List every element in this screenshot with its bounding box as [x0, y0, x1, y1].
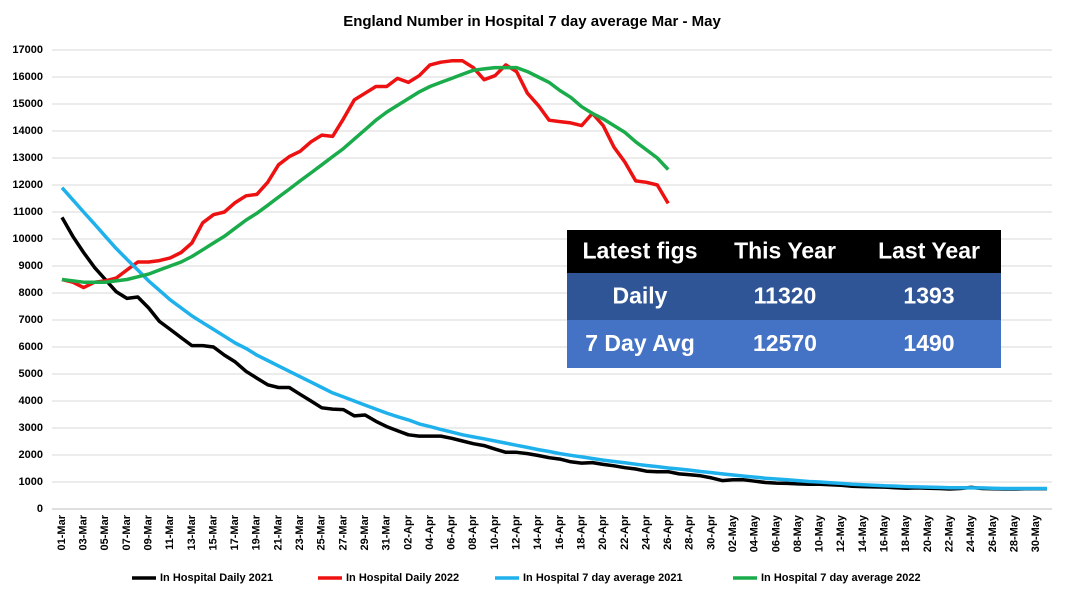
- x-tick-label: 14-Apr: [532, 514, 544, 550]
- y-tick-label: 13000: [12, 152, 43, 164]
- table-cell: 7 Day Avg: [585, 330, 695, 356]
- y-tick-label: 5000: [19, 368, 43, 380]
- x-tick-label: 10-May: [814, 514, 826, 552]
- x-tick-label: 28-Apr: [684, 514, 696, 550]
- x-tick-label: 05-Mar: [99, 514, 111, 550]
- x-tick-label: 12-Apr: [511, 514, 523, 550]
- legend-label: In Hospital 7 day average 2022: [761, 572, 921, 584]
- table-row: [567, 273, 1001, 320]
- x-tick-label: 04-Apr: [424, 514, 436, 550]
- y-tick-label: 0: [37, 503, 43, 515]
- table-cell: 12570: [753, 330, 817, 356]
- x-tick-label: 16-May: [879, 514, 891, 552]
- x-tick-label: 29-Mar: [359, 514, 371, 550]
- y-tick-label: 1000: [19, 476, 43, 488]
- y-tick-label: 14000: [12, 125, 43, 137]
- x-tick-label: 18-Apr: [575, 514, 587, 550]
- table-cell: 11320: [754, 283, 817, 309]
- x-tick-label: 28-May: [1008, 514, 1020, 552]
- x-tick-label: 01-Mar: [56, 514, 68, 550]
- x-tick-label: 08-May: [792, 514, 804, 552]
- x-tick-label: 09-Mar: [142, 514, 154, 550]
- y-tick-label: 10000: [12, 233, 43, 245]
- x-tick-label: 03-Mar: [78, 514, 90, 550]
- x-tick-label: 23-Mar: [294, 514, 306, 550]
- x-tick-label: 04-May: [749, 514, 761, 552]
- table-row: [567, 320, 1001, 368]
- x-tick-label: 15-Mar: [207, 514, 219, 550]
- x-tick-label: 12-May: [835, 514, 847, 552]
- y-tick-label: 3000: [19, 422, 43, 434]
- table-cell: 1490: [903, 330, 954, 356]
- x-tick-label: 20-Apr: [597, 514, 609, 550]
- x-tick-label: 02-May: [727, 514, 739, 552]
- series-line: [61, 65, 670, 284]
- table-cell: This Year: [734, 238, 836, 264]
- x-tick-label: 06-May: [770, 514, 782, 552]
- x-tick-label: 14-May: [857, 514, 869, 552]
- chart-title: England Number in Hospital 7 day average…: [343, 13, 721, 30]
- x-tick-label: 24-Apr: [640, 514, 652, 550]
- y-tick-label: 15000: [12, 98, 43, 110]
- x-tick-label: 24-May: [965, 514, 977, 552]
- x-tick-label: 21-Mar: [272, 514, 284, 550]
- x-tick-label: 25-Mar: [316, 514, 328, 550]
- x-tick-label: 20-May: [922, 514, 934, 552]
- x-tick-label: 13-Mar: [186, 514, 198, 550]
- y-tick-label: 16000: [12, 71, 43, 83]
- table-cell: Last Year: [878, 238, 980, 264]
- table-header: [567, 230, 1001, 273]
- y-tick-label: 11000: [13, 206, 43, 218]
- x-tick-label: 30-May: [1030, 514, 1042, 552]
- table-cell: Latest figs: [582, 238, 697, 264]
- y-tick-label: 17000: [12, 44, 43, 56]
- x-tick-label: 26-Apr: [662, 514, 674, 550]
- legend-label: In Hospital Daily 2021: [160, 572, 273, 584]
- x-tick-label: 11-Mar: [164, 514, 176, 550]
- x-tick-label: 19-Mar: [251, 514, 263, 550]
- x-tick-label: 02-Apr: [402, 514, 414, 550]
- x-tick-label: 31-Mar: [381, 514, 393, 550]
- x-tick-label: 22-Apr: [619, 514, 631, 550]
- x-tick-label: 07-Mar: [121, 514, 133, 550]
- y-tick-label: 8000: [19, 287, 43, 299]
- x-tick-label: 08-Apr: [467, 514, 479, 550]
- y-tick-label: 12000: [12, 179, 43, 191]
- series-line: [61, 59, 670, 290]
- x-tick-label: 22-May: [943, 514, 955, 552]
- table-cell: 1393: [903, 283, 954, 309]
- x-tick-label: 26-May: [987, 514, 999, 552]
- table-cell: Daily: [613, 283, 668, 309]
- x-tick-label: 27-Mar: [337, 514, 349, 550]
- series-line: [60, 186, 1047, 491]
- y-tick-label: 2000: [19, 449, 43, 461]
- y-tick-label: 9000: [19, 260, 43, 272]
- legend-label: In Hospital Daily 2022: [346, 572, 459, 584]
- legend-label: In Hospital 7 day average 2021: [523, 572, 683, 584]
- y-tick-label: 6000: [19, 341, 43, 353]
- x-tick-label: 18-May: [900, 514, 912, 552]
- y-tick-label: 7000: [19, 314, 43, 326]
- x-tick-label: 17-Mar: [229, 514, 241, 550]
- x-tick-label: 10-Apr: [489, 514, 501, 550]
- x-tick-label: 16-Apr: [554, 514, 566, 550]
- x-tick-label: 06-Apr: [446, 514, 458, 550]
- x-tick-label: 30-Apr: [705, 514, 717, 550]
- y-tick-label: 4000: [19, 395, 43, 407]
